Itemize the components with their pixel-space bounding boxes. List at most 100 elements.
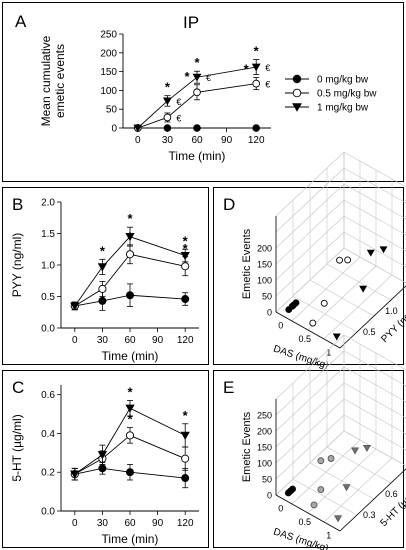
significance-star: * [100, 243, 106, 258]
data-point [98, 284, 107, 293]
data-point [181, 295, 190, 304]
x-axis-label: Time (min) [102, 532, 159, 546]
legend-marker [292, 74, 302, 84]
panel-label-a: A [15, 12, 27, 31]
significance-star: * [183, 241, 189, 256]
y-tick-label: 50 [106, 105, 118, 116]
data-point [180, 251, 190, 261]
y-tick-label: 0.2 [41, 468, 55, 479]
x-tick-label: 90 [152, 518, 164, 529]
data-point [70, 302, 80, 311]
legend-label: 0.5 mg/kg bw [317, 89, 377, 100]
data-point [181, 474, 190, 483]
y-tick-label: 0.5 [363, 327, 376, 337]
y-tick-label: 100 [100, 86, 117, 97]
panel-c: 0.0 0.2 0.4 0.6 0 30 60 90 120 Time (min) 5-HT (µg… [2, 370, 209, 548]
series-line [74, 294, 186, 307]
data-point [332, 333, 341, 341]
data-point [181, 454, 190, 463]
data-point [180, 431, 190, 440]
series-line [74, 407, 186, 475]
z-axis-label: Emetic Events [241, 228, 253, 299]
grid-line [309, 279, 375, 317]
panel-label-d: D [223, 195, 235, 214]
z-tick-label: 200 [257, 427, 272, 437]
data-point [163, 124, 172, 132]
panel-label-e: E [223, 378, 234, 397]
y-tick-label: 2.0 [41, 198, 55, 209]
y-tick-label: 0.5 [41, 292, 55, 303]
data-point [125, 404, 135, 413]
data-point [342, 484, 351, 492]
y-axis-label: PYY (ng/ml) [10, 233, 24, 297]
grid-line [326, 446, 392, 484]
grid-line [343, 247, 406, 284]
x-tick-label: 0 [135, 135, 141, 146]
y-tick-label: 0.0 [41, 324, 55, 335]
grid-line [343, 382, 406, 419]
grid-line [343, 414, 406, 451]
x-tick-label: 30 [97, 518, 109, 529]
panel-label-b: B [12, 195, 23, 214]
data-point [366, 249, 375, 257]
data-point [359, 285, 368, 293]
data-point [192, 73, 202, 82]
data-point [309, 319, 317, 327]
data-point [126, 291, 135, 300]
significance-star: * [194, 55, 200, 70]
x-tick-label: 1 [326, 531, 331, 541]
z-tick-label: 150 [257, 260, 272, 270]
significance-star: * [127, 385, 133, 400]
data-point [351, 447, 360, 455]
z-axis-label: Emetic Events [241, 411, 253, 482]
data-point [193, 124, 201, 132]
x-axis-label: Time (min) [169, 149, 226, 163]
y-tick-label: 200 [100, 48, 117, 59]
x-tick-label: 60 [124, 518, 136, 529]
y-axis-label: Mean cumulative [39, 35, 53, 126]
x-tick-label: 0.5 [299, 334, 312, 344]
series-line [74, 434, 186, 475]
significance-star: * [127, 211, 133, 226]
significance-euro: € [206, 73, 211, 83]
data-point [181, 262, 190, 271]
y-tick-label: 0.4 [41, 429, 55, 440]
z-tick-label: 200 [257, 244, 272, 254]
data-point [379, 246, 388, 254]
y-axis-line [339, 285, 406, 349]
y-tick-label: 1.0 [41, 261, 55, 272]
z-tick-label: 50 [262, 292, 272, 302]
grid-line [309, 462, 375, 500]
chart-a: 0 50 100 150 200 250 0 30 60 90 120 Time (min) Mean … [15, 12, 377, 163]
y-tick-label: 1.5 [41, 229, 55, 240]
series-line [137, 66, 257, 129]
z-tick-label: 0 [267, 491, 272, 501]
data-point [317, 486, 325, 493]
grid-line [343, 398, 406, 435]
data-point [97, 263, 108, 272]
significance-star: * [165, 80, 171, 95]
data-point [336, 256, 344, 264]
x-axis-line [275, 311, 341, 349]
x-tick-label: 0.5 [299, 517, 312, 527]
panel-a: 0 50 100 150 200 250 0 30 60 90 120 Time (min) Mean … [2, 2, 404, 182]
data-point [125, 431, 135, 440]
z-tick-label: 100 [257, 459, 272, 469]
data-point [70, 470, 80, 479]
chart-title: IP [183, 13, 199, 32]
x-tick-label: 0 [72, 518, 78, 529]
significance-star: * [127, 412, 133, 427]
grid-line [343, 366, 406, 403]
x-axis-label: Time (min) [102, 349, 159, 363]
grid-line [343, 231, 406, 268]
data-point [252, 124, 261, 132]
series-line [74, 467, 186, 479]
data-point [97, 451, 108, 460]
y-tick-label: 250 [100, 30, 117, 41]
data-point [327, 455, 335, 462]
legend-label: 0 mg/kg bw [317, 75, 369, 86]
data-point [362, 444, 371, 452]
